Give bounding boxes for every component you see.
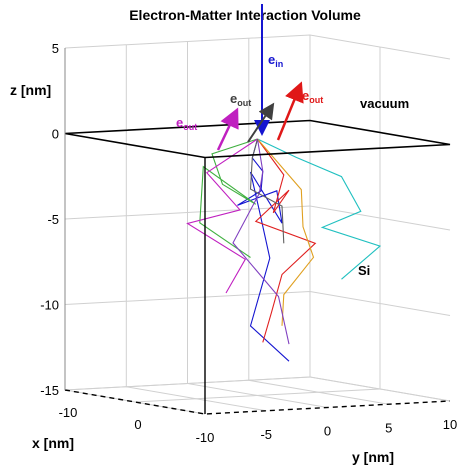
grid-line — [64, 35, 311, 391]
annotation-text: e — [230, 91, 237, 106]
annotation: ein — [268, 52, 283, 69]
z-tick-label: 5 — [52, 41, 59, 56]
chart-title: Electron-Matter Interaction Volume — [129, 7, 361, 23]
trajectory — [199, 138, 258, 258]
annotation-sub: out — [183, 122, 197, 132]
annotation-sub: out — [309, 95, 323, 105]
y-tick-label: 5 — [385, 420, 392, 435]
annotation-text: Si — [358, 263, 370, 278]
grid — [64, 34, 451, 415]
annotation: vacuum — [360, 96, 409, 111]
annotation: eout — [230, 91, 251, 108]
annotation-sub: in — [275, 59, 283, 69]
y-tick-label: -5 — [260, 427, 272, 442]
annotation: eout — [302, 88, 323, 105]
trajectory — [257, 138, 315, 326]
annotation-text: vacuum — [360, 96, 409, 111]
box-edge — [64, 389, 451, 415]
trajectory — [232, 138, 290, 345]
trajectory — [249, 138, 285, 244]
z-tick-label: 0 — [52, 127, 59, 142]
x-tick-label: 0 — [134, 417, 141, 432]
grid-line — [64, 290, 451, 316]
grid-line — [248, 38, 389, 405]
z-tick-label: -10 — [40, 298, 59, 313]
x-axis-label: x [nm] — [32, 435, 74, 451]
arrow — [247, 102, 275, 143]
arrows — [216, 4, 304, 151]
grid-line — [64, 34, 451, 60]
y-tick-label: -10 — [196, 430, 215, 445]
x-tick-label: -10 — [59, 405, 78, 420]
grid-line — [134, 47, 381, 403]
grid-line — [64, 376, 451, 402]
annotation: eout — [176, 115, 197, 132]
grid-line — [64, 48, 206, 415]
y-tick-label: 10 — [443, 417, 457, 432]
arrow — [276, 81, 304, 141]
annotation-text: e — [176, 115, 183, 130]
trajectory — [257, 138, 382, 280]
annotation-text: e — [268, 52, 275, 67]
trajectories — [186, 138, 382, 362]
arrow — [216, 107, 239, 151]
annotation-sub: out — [237, 98, 251, 108]
y-tick-label: 0 — [324, 424, 331, 439]
z-axis-label: z [nm] — [10, 82, 51, 98]
y-axis-label: y [nm] — [352, 449, 394, 465]
trajectory — [254, 138, 317, 343]
grid-line — [64, 205, 451, 231]
annotation: Si — [358, 263, 370, 278]
trajectory — [237, 138, 290, 362]
trajectory — [186, 138, 258, 294]
z-tick-label: -5 — [47, 212, 59, 227]
annotation-text: e — [302, 88, 309, 103]
z-tick-label: -15 — [40, 383, 59, 398]
